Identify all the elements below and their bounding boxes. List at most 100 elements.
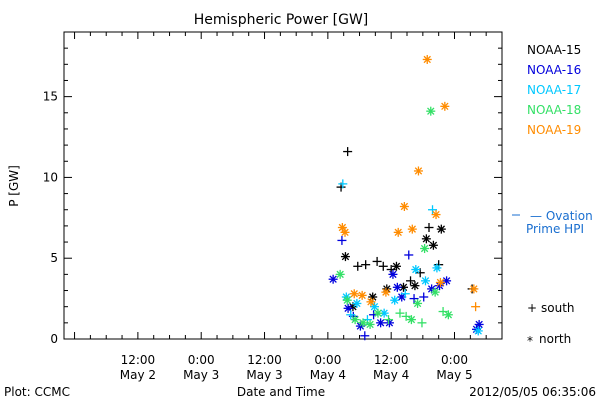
noaa-17-south-point	[400, 289, 410, 299]
marker-stroke	[350, 290, 358, 298]
marker-legend-south-label: south	[541, 301, 575, 315]
x-axis-label: Date and Time	[237, 385, 325, 399]
marker-stroke	[436, 278, 445, 287]
x-tick-label-date: May 3	[246, 368, 282, 382]
marker-stroke	[329, 275, 337, 283]
marker-stroke	[351, 315, 359, 324]
marker-stroke	[359, 319, 367, 327]
y-axis-label: P [GW]	[7, 165, 21, 207]
noaa-19-north-point	[340, 227, 350, 237]
marker-stroke	[370, 302, 379, 311]
noaa-18-south-point	[401, 311, 411, 321]
noaa-17-south-point	[346, 310, 356, 320]
x-tick-label-time: 0:00	[441, 353, 468, 367]
marker-stroke	[475, 320, 483, 329]
marker-stroke	[444, 311, 453, 319]
noaa-15-north-point	[436, 224, 446, 234]
marker-stroke	[431, 288, 439, 296]
legend-noaa-16: NOAA-16	[527, 63, 581, 77]
reference-label-line2: Prime HPI	[526, 222, 584, 236]
marker-stroke	[380, 309, 388, 317]
noaa-19-north-point	[413, 166, 423, 176]
noaa-19-north-point	[399, 202, 409, 212]
noaa-16-north-point	[474, 319, 484, 329]
x-tick-label-date: May 4	[373, 368, 409, 382]
marker-stroke	[398, 293, 406, 301]
noaa-17-north-point	[420, 276, 430, 286]
legend: NOAA-15 NOAA-16 NOAA-17 NOAA-18 NOAA-19	[527, 43, 581, 137]
noaa-19-north-point	[431, 210, 441, 220]
marker-stroke	[399, 283, 408, 291]
noaa-15-south-point	[378, 261, 388, 271]
noaa-18-south-point	[384, 315, 394, 325]
marker-stroke	[336, 270, 344, 279]
noaa-16-south-point	[419, 292, 429, 302]
marker-stroke	[393, 283, 402, 291]
marker-stroke	[407, 315, 416, 324]
marker-stroke	[392, 262, 401, 270]
noaa-15-north-point	[410, 281, 420, 291]
noaa-18-north-point	[426, 106, 436, 116]
marker-stroke	[411, 281, 419, 290]
x-tick-label-time: 0:00	[314, 353, 341, 367]
marker-stroke	[433, 264, 441, 272]
noaa-15-south-point	[424, 223, 434, 233]
marker-stroke	[342, 293, 351, 301]
marker-stroke	[437, 225, 446, 233]
noaa-19-north-point	[393, 227, 403, 237]
noaa-18-north-point	[413, 298, 423, 308]
noaa-18-south-point	[438, 307, 448, 317]
marker-stroke	[412, 265, 420, 274]
noaa-18-north-point	[350, 315, 360, 325]
marker-stroke	[427, 107, 435, 115]
marker-stroke	[376, 319, 385, 327]
noaa-15-north-point	[340, 252, 350, 262]
y-axis: 0 5 10 15	[43, 31, 502, 346]
marker-stroke	[470, 285, 478, 293]
noaa-15-north-point	[421, 234, 431, 244]
marker-stroke	[400, 202, 409, 211]
noaa-15-south-point	[372, 256, 382, 266]
marker-stroke	[427, 285, 436, 293]
x-tick-label-date: May 2	[120, 368, 156, 382]
legend-noaa-17: NOAA-17	[527, 83, 581, 97]
marker-stroke	[474, 327, 482, 335]
marker-legend-north-symbol: *	[527, 334, 533, 348]
x-tick-label-time: 0:00	[188, 353, 215, 367]
marker-stroke	[382, 288, 390, 296]
y-tick-label: 0	[50, 332, 58, 346]
reference-label-line1: — Ovation	[530, 209, 593, 223]
noaa-15-south-point	[406, 276, 416, 286]
marker-stroke	[338, 223, 347, 232]
noaa-17-north-point	[352, 298, 362, 308]
x-tick-label-date: May 5	[436, 368, 472, 382]
noaa-16-south-point	[409, 294, 419, 304]
marker-stroke	[414, 167, 423, 175]
noaa-18-north-point	[420, 244, 430, 254]
x-tick-label-date: May 3	[183, 368, 219, 382]
noaa-18-north-point	[335, 269, 345, 279]
noaa-16-south-point	[360, 331, 370, 341]
noaa-19-south-point	[471, 302, 481, 312]
noaa-15-north-point	[391, 261, 401, 271]
reference-label: — Ovation Prime HPI	[512, 209, 593, 236]
marker-stroke	[366, 320, 374, 329]
legend-noaa-19: NOAA-19	[527, 123, 581, 137]
footer-timestamp: 2012/05/05 06:35:06	[469, 385, 596, 399]
noaa-15-north-point	[428, 240, 438, 250]
noaa-17-north-point	[473, 326, 483, 336]
x-tick-label-time: 12:00	[247, 353, 282, 367]
noaa-18-south-point	[417, 318, 427, 328]
marker-stroke	[385, 319, 394, 327]
marker-stroke	[344, 304, 352, 312]
marker-stroke	[422, 235, 431, 243]
noaa-18-north-point	[406, 315, 416, 325]
noaa-17-north-point	[432, 263, 442, 273]
marker-stroke	[389, 270, 397, 279]
marker-stroke	[343, 296, 351, 304]
marker-stroke	[374, 309, 382, 317]
legend-noaa-18: NOAA-18	[527, 103, 581, 117]
noaa-19-north-point	[435, 277, 445, 287]
